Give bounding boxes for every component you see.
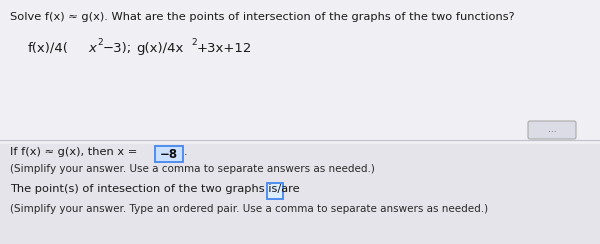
FancyBboxPatch shape xyxy=(0,144,600,244)
Text: 2: 2 xyxy=(97,38,103,47)
Text: .: . xyxy=(184,147,188,157)
Text: (Simplify your answer. Type an ordered pair. Use a comma to separate answers as : (Simplify your answer. Type an ordered p… xyxy=(10,204,488,214)
Text: If f(x) ≈ g(x), then x =: If f(x) ≈ g(x), then x = xyxy=(10,147,137,157)
FancyBboxPatch shape xyxy=(267,183,283,199)
Text: −3);: −3); xyxy=(103,42,132,55)
Text: Solve f(x) ≈ g(x). What are the points of intersection of the graphs of the two : Solve f(x) ≈ g(x). What are the points o… xyxy=(10,12,515,22)
Text: f(x)∕4(: f(x)∕4( xyxy=(28,42,69,55)
Text: +3x+12: +3x+12 xyxy=(197,42,253,55)
Text: g(x)∕4x: g(x)∕4x xyxy=(136,42,184,55)
Text: The point(s) of intesection of the two graphs is/are: The point(s) of intesection of the two g… xyxy=(10,184,299,194)
Text: (Simplify your answer. Use a comma to separate answers as needed.): (Simplify your answer. Use a comma to se… xyxy=(10,164,375,174)
FancyBboxPatch shape xyxy=(0,0,600,144)
Text: x: x xyxy=(88,42,96,55)
FancyBboxPatch shape xyxy=(155,146,183,162)
Text: −8: −8 xyxy=(160,148,178,161)
Text: .: . xyxy=(283,184,287,194)
Text: ...: ... xyxy=(548,125,556,134)
Text: 2: 2 xyxy=(191,38,197,47)
FancyBboxPatch shape xyxy=(528,121,576,139)
